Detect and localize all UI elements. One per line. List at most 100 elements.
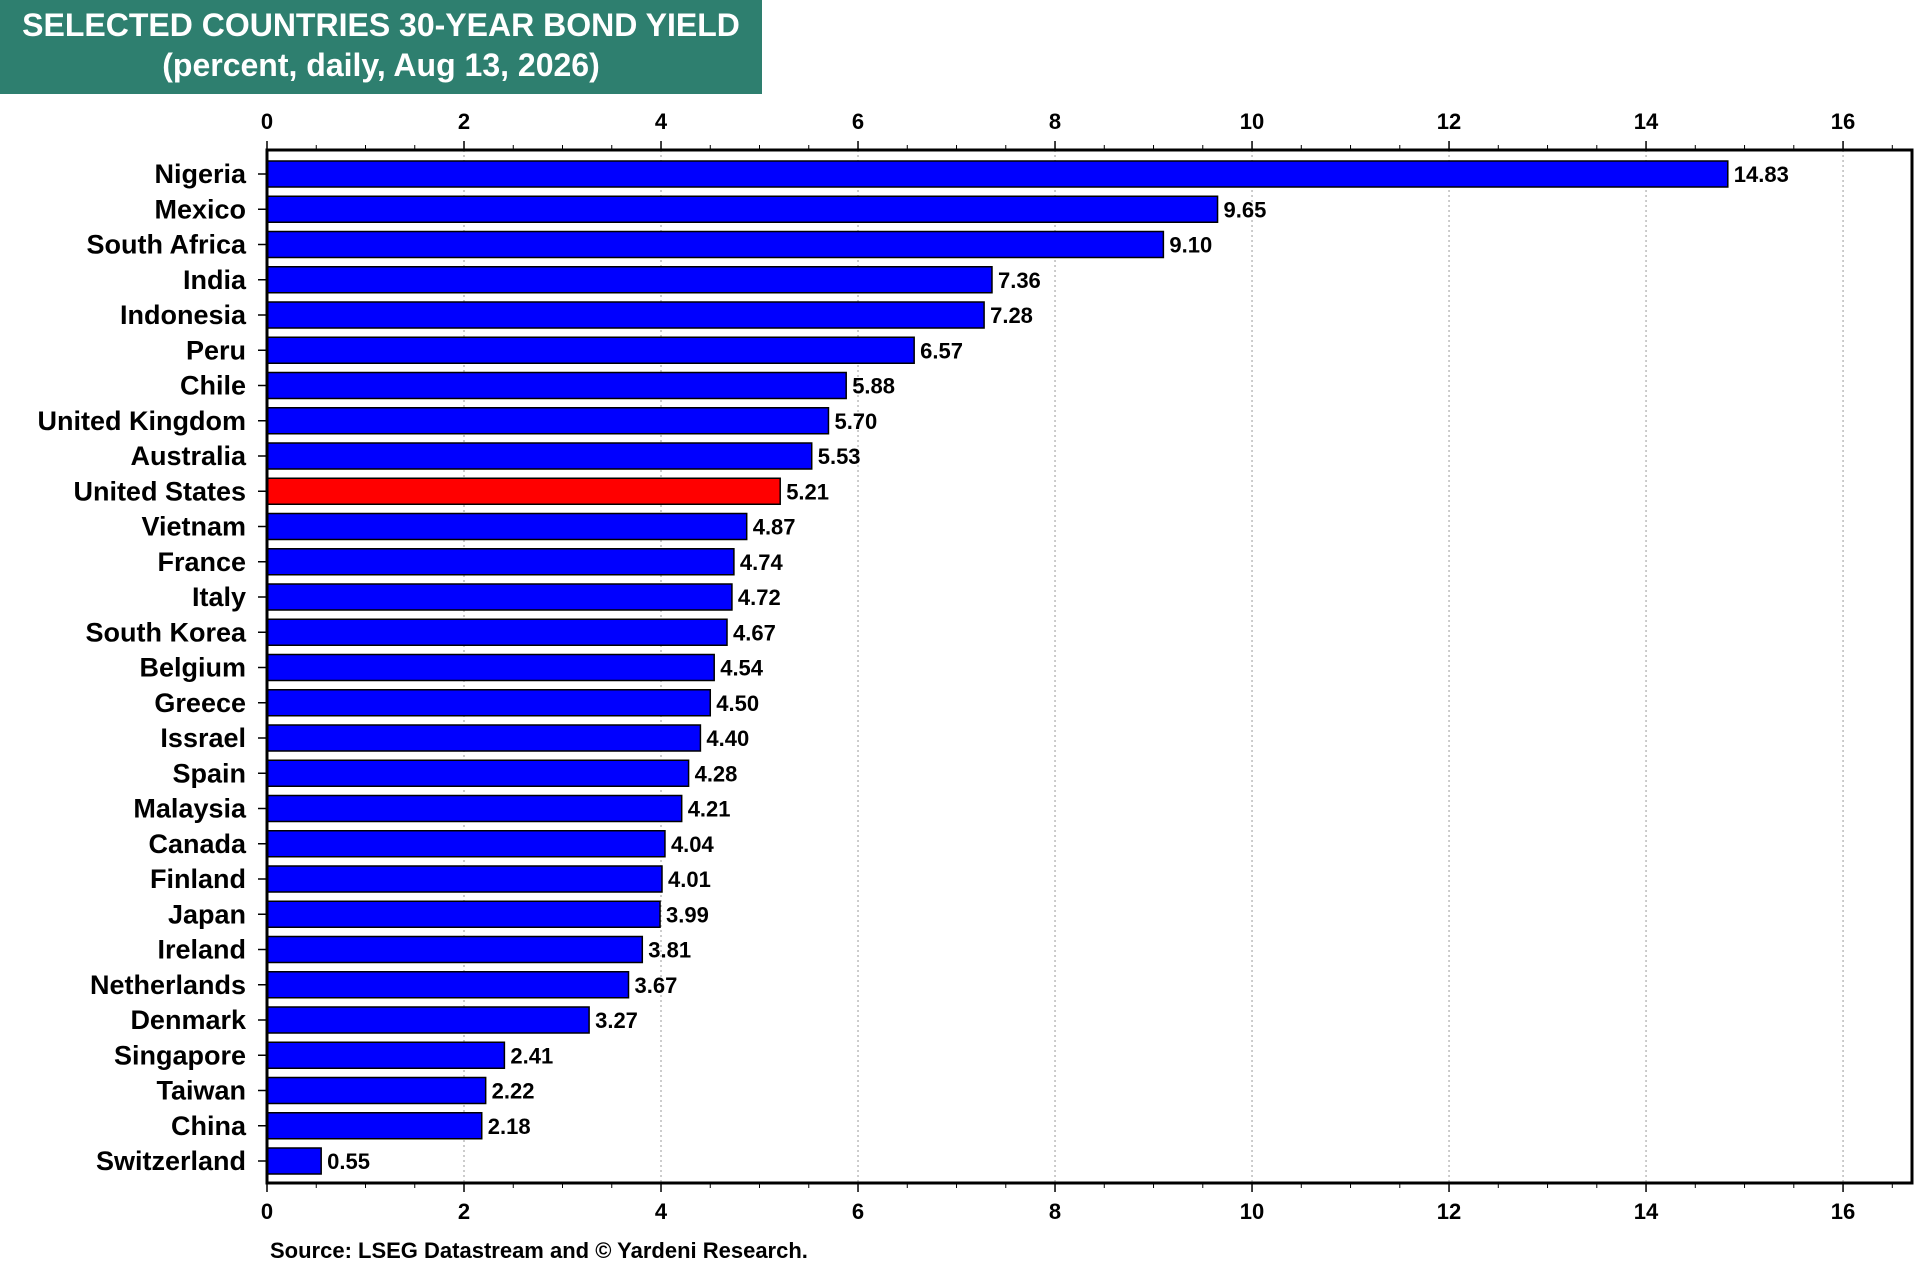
chart-subtitle: (percent, daily, Aug 13, 2026) bbox=[162, 47, 600, 83]
data-label: 2.18 bbox=[488, 1114, 531, 1139]
axis-ticks bbox=[258, 141, 1893, 1192]
data-label: 0.55 bbox=[327, 1149, 370, 1174]
data-label: 4.21 bbox=[688, 797, 731, 822]
category-label: Greece bbox=[154, 688, 246, 718]
bar-australia bbox=[266, 442, 813, 470]
x-tick-label-top: 14 bbox=[1634, 109, 1659, 134]
data-label: 5.21 bbox=[786, 479, 829, 504]
data-label: 4.87 bbox=[753, 515, 796, 540]
data-label: 4.74 bbox=[740, 550, 784, 575]
bar-greece bbox=[266, 689, 712, 717]
data-label: 4.01 bbox=[668, 867, 711, 892]
bar-japan bbox=[266, 900, 661, 928]
bar-issrael bbox=[266, 724, 702, 752]
bar-italy bbox=[266, 583, 733, 611]
data-label: 4.40 bbox=[706, 726, 749, 751]
category-label: Peru bbox=[186, 335, 246, 365]
category-label: Chile bbox=[180, 371, 246, 401]
source-note: Source: LSEG Datastream and © Yardeni Re… bbox=[270, 1238, 808, 1263]
bar-india bbox=[266, 266, 993, 294]
x-tick-label-bottom: 8 bbox=[1049, 1199, 1061, 1224]
data-label: 3.67 bbox=[635, 973, 678, 998]
bar-peru bbox=[266, 336, 915, 364]
category-label: Mexico bbox=[154, 194, 246, 224]
category-label: Malaysia bbox=[133, 794, 247, 824]
data-label: 3.27 bbox=[595, 1008, 638, 1033]
bar-mexico bbox=[266, 195, 1219, 223]
data-label: 7.36 bbox=[998, 268, 1041, 293]
bar-malaysia bbox=[266, 794, 683, 823]
category-label: Singapore bbox=[114, 1040, 246, 1070]
x-tick-label-top: 4 bbox=[655, 109, 668, 134]
bar-south-korea bbox=[266, 618, 728, 646]
x-tick-label-top: 8 bbox=[1049, 109, 1061, 134]
category-label: United Kingdom bbox=[38, 406, 246, 436]
data-label: 4.04 bbox=[671, 832, 715, 857]
category-label: Japan bbox=[168, 899, 246, 929]
data-label: 2.22 bbox=[492, 1079, 535, 1104]
data-label: 4.28 bbox=[695, 761, 738, 786]
category-label: Belgium bbox=[139, 653, 246, 683]
data-label: 9.65 bbox=[1224, 197, 1267, 222]
x-tick-label-bottom: 14 bbox=[1634, 1199, 1659, 1224]
plot-frame bbox=[265, 148, 1914, 1185]
x-tick-label-top: 12 bbox=[1437, 109, 1461, 134]
data-label: 4.67 bbox=[733, 620, 776, 645]
bars bbox=[266, 160, 1729, 1175]
bar-chile bbox=[266, 371, 847, 400]
bar-united-states bbox=[266, 477, 781, 505]
category-label: France bbox=[157, 547, 246, 577]
category-label: Spain bbox=[172, 758, 246, 788]
bar-switzerland bbox=[266, 1147, 322, 1175]
bar-belgium bbox=[266, 653, 715, 682]
bar-china bbox=[266, 1112, 483, 1140]
x-tick-label-bottom: 10 bbox=[1240, 1199, 1264, 1224]
bar-south-africa bbox=[266, 230, 1165, 259]
x-tick-label-bottom: 12 bbox=[1437, 1199, 1461, 1224]
x-tick-label-top: 6 bbox=[852, 109, 864, 134]
data-label: 4.72 bbox=[738, 585, 781, 610]
bar-indonesia bbox=[266, 301, 985, 329]
x-tick-label-bottom: 2 bbox=[458, 1199, 470, 1224]
x-tick-label-bottom: 16 bbox=[1831, 1199, 1855, 1224]
x-tick-label-bottom: 4 bbox=[655, 1199, 668, 1224]
category-label: Taiwan bbox=[156, 1076, 246, 1106]
x-tick-label-bottom: 6 bbox=[852, 1199, 864, 1224]
chart-title: SELECTED COUNTRIES 30-YEAR BOND YIELD bbox=[22, 7, 740, 43]
bar-ireland bbox=[266, 935, 644, 964]
category-label: Netherlands bbox=[90, 970, 246, 1000]
category-label: Vietnam bbox=[141, 512, 246, 542]
category-label: Italy bbox=[192, 582, 246, 612]
category-label: China bbox=[171, 1111, 247, 1141]
bar-canada bbox=[266, 830, 666, 858]
category-label: Ireland bbox=[157, 935, 246, 965]
data-label: 4.54 bbox=[720, 656, 764, 681]
category-label: Denmark bbox=[130, 1005, 247, 1035]
bar-spain bbox=[266, 759, 690, 787]
data-label: 7.28 bbox=[990, 303, 1033, 328]
category-label: Indonesia bbox=[120, 300, 247, 330]
x-tick-label-top: 16 bbox=[1831, 109, 1855, 134]
chart-title-box: SELECTED COUNTRIES 30-YEAR BOND YIELD (p… bbox=[0, 0, 762, 94]
category-label: Switzerland bbox=[96, 1146, 246, 1176]
data-label: 2.41 bbox=[510, 1043, 553, 1068]
category-label: South Korea bbox=[85, 617, 246, 647]
category-label: Australia bbox=[130, 441, 247, 471]
data-label: 14.83 bbox=[1734, 162, 1789, 187]
bar-singapore bbox=[266, 1041, 506, 1069]
data-label: 9.10 bbox=[1169, 233, 1212, 258]
bar-nigeria bbox=[266, 160, 1729, 188]
labels: 0 0 2 2 4 4 6 6 8 8 10 10 12 12 14 14 16 16 Nigeria 14.83 Me… bbox=[38, 109, 1856, 1224]
category-label: South Africa bbox=[86, 230, 246, 260]
x-tick-label-top: 2 bbox=[458, 109, 470, 134]
x-tick-label-bottom: 0 bbox=[261, 1199, 273, 1224]
x-tick-label-top: 10 bbox=[1240, 109, 1264, 134]
bar-taiwan bbox=[266, 1076, 487, 1105]
category-label: Canada bbox=[148, 829, 247, 859]
category-label: Nigeria bbox=[154, 159, 247, 189]
data-label: 5.70 bbox=[834, 409, 877, 434]
data-label: 6.57 bbox=[920, 338, 963, 363]
bar-netherlands bbox=[266, 971, 630, 999]
data-label: 3.99 bbox=[666, 902, 709, 927]
category-label: United States bbox=[73, 476, 246, 506]
